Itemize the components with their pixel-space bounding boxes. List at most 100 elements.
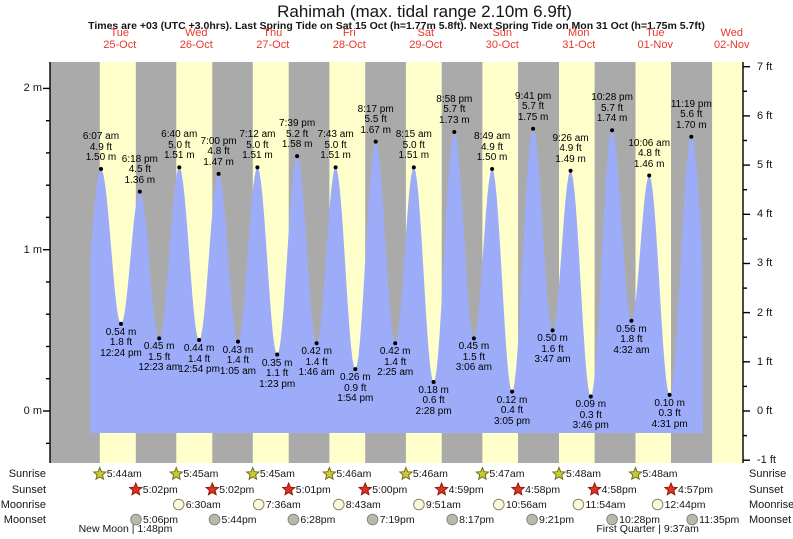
axes — [43, 62, 750, 463]
day-label: Sat 29-Oct — [409, 27, 443, 51]
tide-annotation-high: 6:07 am 4.9 ft 1.50 m — [82, 131, 120, 164]
page-title: Rahimah (max. tidal range 2.10m 6.9ft) — [277, 2, 572, 21]
tide-annotation-high: 11:19 pm 5.6 ft 1.70 m — [670, 98, 712, 131]
tide-annotation-low: 0.42 m 1.4 ft 1:46 am — [298, 346, 335, 379]
tide-low-dot — [157, 336, 162, 341]
sunrise-time: 5:44am — [106, 468, 142, 480]
row-label-moonset-left: Moonset — [3, 513, 46, 526]
tide-annotation-low: 0.44 m 1.4 ft 12:54 pm — [178, 343, 220, 376]
y-axis-label-m: 1 m — [23, 243, 42, 256]
sunset-time: 5:02pm — [219, 483, 255, 496]
moonrise-time: 7:36am — [265, 498, 301, 511]
sunrise-time: 5:48am — [642, 468, 678, 480]
tide-annotation-high: 8:15 am 5.0 ft 1.51 m — [395, 129, 432, 162]
tide-low-dot — [629, 318, 634, 323]
sunrise-star-icon — [551, 466, 567, 481]
tide-high-dot — [689, 134, 694, 139]
moonrise-circle-icon — [172, 498, 185, 511]
sunset-star-icon — [357, 481, 373, 496]
sunset-time: 4:57pm — [678, 483, 714, 496]
moon-phase-new-moon: New Moon | 1:48pm — [78, 523, 173, 535]
tide-annotation-low: 0.56 m 1.8 ft 4:32 am — [613, 323, 650, 356]
moon-phase-first-quarter: First Quarter | 9:37am — [596, 523, 699, 535]
tide-low-dot — [471, 336, 476, 341]
moonrise-time: 12:44pm — [664, 498, 706, 511]
tide-high-dot — [295, 154, 300, 159]
tide-annotation-high: 8:49 am 4.9 ft 1.50 m — [474, 131, 511, 164]
row-label-sunrise-left: Sunrise — [8, 468, 46, 480]
tide-high-dot — [255, 165, 260, 170]
tide-low-dot — [314, 341, 319, 346]
tide-high-dot — [610, 128, 615, 133]
row-label-moonset-right: Moonset — [749, 513, 792, 526]
sunset-time: 5:00pm — [372, 483, 408, 496]
tide-annotation-low: 0.43 m 1.4 ft 1:05 am — [219, 344, 257, 377]
tide-low-dot — [119, 321, 123, 326]
tide-high-dot — [647, 173, 652, 178]
day-label: Tue 01-Nov — [637, 27, 673, 51]
day-label: Sun 30-Oct — [485, 27, 519, 51]
row-label-sunrise-right: Sunrise — [749, 468, 787, 480]
tide-high-dot — [411, 165, 416, 170]
y-axis-label-ft: 2 ft — [757, 306, 773, 319]
moonset-circle-icon — [130, 513, 142, 526]
day-label: Thu 27-Oct — [256, 27, 290, 51]
sunset-star-icon — [587, 481, 602, 496]
tide-annotation-high: 9:41 pm 5.7 ft 1.75 m — [515, 90, 552, 123]
moonrise-circle-icon — [413, 498, 425, 511]
sunrise-time: 5:46am — [412, 468, 448, 480]
moonset-time: 9:21pm — [539, 513, 575, 526]
tide-annotation-high: 9:26 am 4.9 ft 1.49 m — [552, 132, 589, 165]
tide-annotation-high: 8:17 pm 5.5 ft 1.67 m — [357, 103, 394, 136]
moonset-circle-icon — [686, 513, 699, 526]
day-label: Tue 25-Oct — [103, 27, 137, 51]
sunset-star-icon — [434, 481, 449, 496]
y-axis-label-ft: 5 ft — [757, 159, 773, 172]
moonset-time: 7:19pm — [379, 513, 415, 526]
tide-curve-area — [90, 129, 703, 434]
moonset-time: 5:06pm — [143, 513, 179, 526]
tide-annotation-high: 10:06 am 4.8 ft 1.46 m — [628, 137, 671, 170]
y-axis-label-ft: 1 ft — [757, 355, 773, 368]
row-label-sunset-left: Sunset — [11, 483, 46, 496]
sunrise-star-icon — [168, 466, 184, 481]
tide-annotation-low: 0.45 m 1.5 ft 3:06 am — [455, 341, 492, 374]
moonrise-circle-icon — [651, 498, 664, 511]
moonset-time: 6:28pm — [300, 513, 336, 526]
daylight-band — [712, 62, 743, 463]
tide-high-dot — [333, 165, 338, 170]
tide-low-dot — [353, 367, 358, 372]
y-axis-label-ft: 0 ft — [757, 405, 773, 417]
tide-low-dot — [236, 339, 240, 344]
moonset-circle-icon — [287, 513, 300, 526]
tide-annotation-low: 0.09 m 0.3 ft 3:46 pm — [572, 399, 609, 432]
sunrise-star-icon — [628, 466, 643, 481]
sunset-time: 4:59pm — [448, 483, 484, 496]
moonrise-circle-icon — [333, 498, 345, 511]
tide-low-dot — [431, 380, 436, 384]
sunrise-star-icon — [245, 466, 261, 481]
tide-high-dot — [490, 167, 495, 171]
sunrise-star-icon — [322, 466, 337, 481]
sunrise-time: 5:47am — [489, 468, 525, 480]
tide-low-dot — [510, 389, 515, 394]
sunset-time: 5:02pm — [142, 483, 178, 496]
y-axis-label-ft: 4 ft — [757, 208, 773, 221]
day-label: Wed 02-Nov — [714, 27, 750, 51]
tide-low-dot — [393, 341, 398, 346]
tide-high-dot — [177, 165, 182, 170]
tide-annotation-high: 6:40 am 5.0 ft 1.51 m — [161, 129, 198, 162]
tide-annotation-low: 0.10 m 0.3 ft 4:31 pm — [651, 397, 688, 430]
tide-annotation-low: 0.35 m 1.1 ft 1:23 pm — [259, 357, 296, 390]
tide-high-dot — [531, 126, 536, 131]
tide-low-dot — [275, 352, 280, 357]
moonset-circle-icon — [446, 513, 459, 526]
sunrise-star-icon — [398, 466, 414, 481]
y-axis-label-ft: 6 ft — [757, 109, 773, 122]
y-axis-label-ft: 3 ft — [757, 257, 773, 270]
sunrise-time: 5:46am — [336, 468, 372, 480]
y-axis-label-m: 2 m — [23, 82, 42, 95]
tide-high-dot — [99, 167, 103, 171]
page-subtitle: Times are +03 (UTC +3.0hrs). Last Spring… — [88, 20, 705, 32]
